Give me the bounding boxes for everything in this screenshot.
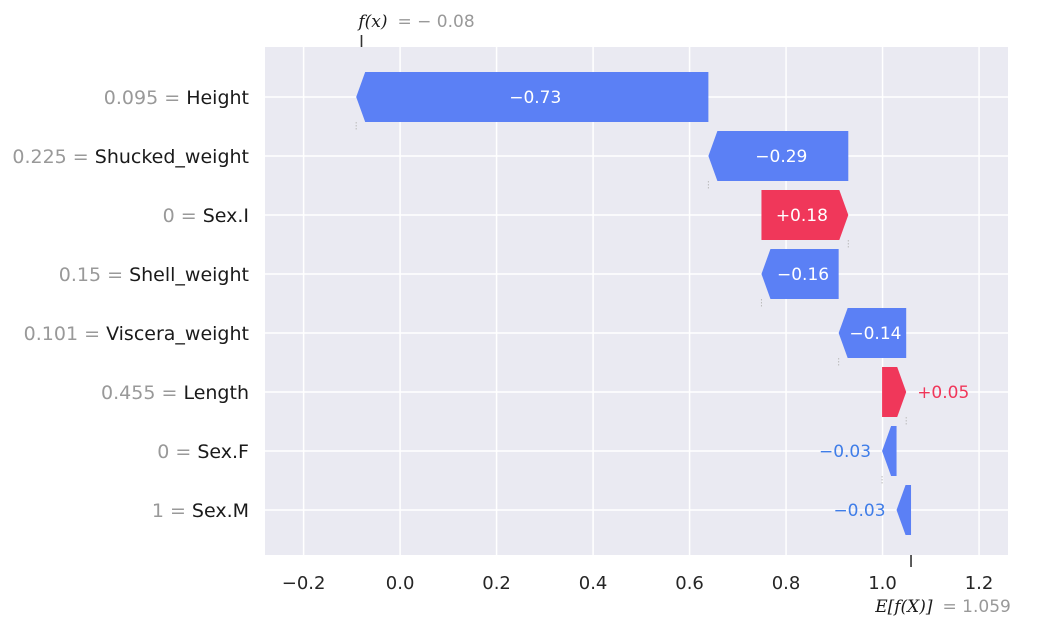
feature-value: 0.455 = xyxy=(101,382,183,404)
bar-value-label: −0.14 xyxy=(849,324,901,344)
feature-name: Viscera_weight xyxy=(106,323,249,345)
connector-lines xyxy=(355,122,907,485)
output-value-label: f(x) = − 0.08 xyxy=(356,12,474,32)
x-axis-ticks: −0.2 0.0 0.2 0.4 0.6 0.8 1.0 1.2 xyxy=(282,573,994,594)
base-value-math: E[f(X)] xyxy=(874,597,933,617)
feature-value: 0 = xyxy=(163,205,203,227)
feature-name: Shucked_weight xyxy=(95,146,249,168)
base-value-number: = 1.059 xyxy=(943,597,1011,617)
base-value-label: E[f(X)] = 1.059 xyxy=(874,597,1011,617)
waterfall-bar-sex-f xyxy=(882,426,897,476)
feature-value: 0.15 = xyxy=(59,264,129,286)
feature-label: 0.101 = Viscera_weight xyxy=(24,323,249,345)
output-value-number: = − 0.08 xyxy=(397,12,474,32)
plot-area xyxy=(265,47,1008,555)
x-tick-label: 0.6 xyxy=(675,573,704,594)
feature-name: Height xyxy=(186,87,249,109)
waterfall-bar-sex-i xyxy=(761,190,849,240)
annotations: f(x) = − 0.08 E[f(X)] = 1.059 xyxy=(356,12,1011,617)
feature-name: Shell_weight xyxy=(129,264,249,286)
x-tick-label: 1.2 xyxy=(965,573,994,594)
x-tick-label: 0.0 xyxy=(386,573,415,594)
waterfall-bar-length xyxy=(882,367,907,417)
bars xyxy=(356,72,912,535)
waterfall-bar-shucked-weight xyxy=(708,131,849,181)
feature-label: 0.455 = Length xyxy=(101,382,249,404)
x-tick-label: 0.4 xyxy=(579,573,608,594)
feature-value: 0.225 = xyxy=(12,146,94,168)
bar-labels: −0.73 −0.29 +0.18 −0.16 −0.14 +0.05 −0.03 −0.03 xyxy=(509,88,969,521)
bar-value-label: −0.03 xyxy=(833,501,885,521)
feature-name: Length xyxy=(183,382,249,404)
feature-label: 1 = Sex.M xyxy=(152,500,249,522)
feature-value: 0.095 = xyxy=(104,87,186,109)
feature-value: 0.101 = xyxy=(24,323,106,345)
bar-value-label: +0.05 xyxy=(917,383,969,403)
bar-value-label: −0.29 xyxy=(755,147,807,167)
waterfall-bar-height xyxy=(356,72,709,122)
feature-value: 0 = xyxy=(157,441,197,463)
output-value-math: f(x) xyxy=(356,12,387,32)
bar-value-label: −0.73 xyxy=(509,88,561,108)
x-tick-label: 0.2 xyxy=(482,573,511,594)
feature-label: 0.095 = Height xyxy=(104,87,249,109)
waterfall-bar-shell-weight xyxy=(761,249,839,299)
bar-value-label: −0.16 xyxy=(777,265,829,285)
waterfall-bar-viscera-weight xyxy=(838,308,907,358)
feature-name: Sex.I xyxy=(203,205,249,227)
feature-name: Sex.F xyxy=(197,441,249,463)
x-tick-label: 1.0 xyxy=(868,573,897,594)
x-tick-label: −0.2 xyxy=(282,573,326,594)
feature-label: 0.15 = Shell_weight xyxy=(59,264,249,286)
bar-value-label: +0.18 xyxy=(776,206,828,226)
feature-name: Sex.M xyxy=(192,500,249,522)
x-tick-label: 0.8 xyxy=(772,573,801,594)
feature-labels: 0.095 = Height 0.225 = Shucked_weight 0 = … xyxy=(12,87,249,522)
bar-value-label: −0.03 xyxy=(819,442,871,462)
feature-value: 1 = xyxy=(152,500,192,522)
waterfall-bar-sex-m xyxy=(896,485,912,535)
feature-label: 0.225 = Shucked_weight xyxy=(12,146,249,168)
feature-label: 0 = Sex.I xyxy=(163,205,249,227)
feature-label: 0 = Sex.F xyxy=(157,441,249,463)
